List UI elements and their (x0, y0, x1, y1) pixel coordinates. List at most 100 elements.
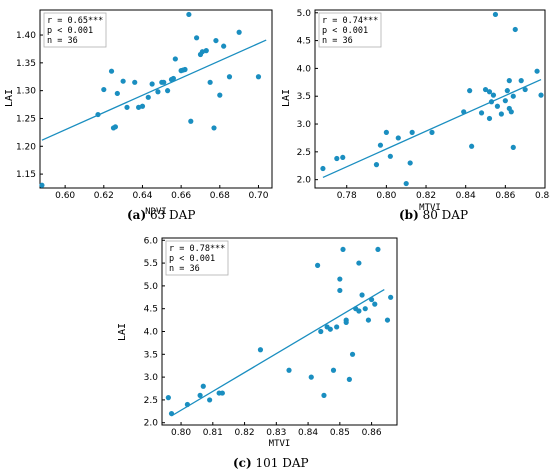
data-point-b (510, 144, 516, 150)
stats-line-a: n = 36 (47, 36, 78, 46)
y-tick-label-b: 4.0 (297, 64, 312, 74)
data-point-b (534, 68, 540, 74)
x-tick-label-c: 0.86 (362, 428, 382, 438)
caption-a-text: 63 DAP (149, 208, 196, 222)
caption-c: (c) 101 DAP (233, 456, 309, 470)
y-tick-label-a: 1.35 (16, 59, 36, 69)
data-point-c (197, 392, 203, 398)
stats-box-a (43, 12, 107, 48)
scatter-plot-c: 0.80 0.81 0.82 0.83 0.84 0.85 0.86 2.0 2.5 3.0 3.5… (117, 236, 398, 449)
y-tick-label-a: 1.25 (16, 114, 36, 124)
data-point-b (486, 115, 493, 122)
x-tick-label-c: 0.85 (330, 428, 350, 438)
y-axis-label-b: LAI (281, 89, 292, 107)
x-tick-label-b: 0.78 (337, 191, 357, 201)
data-point-c (365, 317, 372, 323)
chart-panel-a: 0.60 0.62 0.64 0.66 0.68 0.70 1.15 1.20 1.25 1.30… (0, 0, 275, 237)
data-point-b (403, 180, 409, 187)
data-point-a (170, 75, 176, 82)
x-tick-label-a: 0.60 (55, 191, 75, 201)
data-point-c (349, 351, 356, 357)
data-point-c (362, 306, 368, 312)
data-point-a (132, 79, 138, 85)
data-point-c (375, 246, 381, 253)
y-tick-label-c: 2.5 (144, 396, 158, 406)
data-point-a (95, 111, 101, 118)
y-tick-label-a: 1.15 (16, 170, 36, 180)
y-tick-label-a: 1.40 (16, 31, 36, 41)
data-point-a (155, 89, 161, 95)
x-tick-label-b: 0.88 (535, 191, 550, 201)
x-tick-label-c: 0.82 (235, 428, 255, 438)
stats-line-c: r = 0.78*** (169, 244, 225, 254)
data-point-c (286, 367, 292, 373)
data-point-a (114, 90, 120, 97)
x-tick-label-c: 0.80 (171, 428, 191, 438)
data-point-a (149, 81, 155, 87)
x-tick-label-a: 0.70 (248, 191, 268, 201)
data-point-a (203, 48, 209, 54)
data-point-b (492, 11, 499, 18)
data-point-b (506, 78, 512, 84)
data-point-c (343, 319, 349, 325)
data-point-b (510, 93, 516, 99)
data-point-a (226, 74, 233, 80)
data-point-a (161, 79, 167, 85)
stats-line-b: n = 36 (322, 36, 353, 46)
y-tick-label-c: 5.0 (144, 282, 159, 292)
data-point-b (512, 26, 518, 33)
data-point-a (108, 68, 115, 74)
data-point-c (340, 246, 346, 253)
data-point-b (407, 160, 413, 166)
data-point-a (255, 74, 262, 80)
regression-line-c (171, 288, 385, 417)
data-point-b (494, 103, 501, 109)
data-point-b (461, 109, 467, 115)
x-tick-label-c: 0.81 (203, 428, 223, 438)
data-point-a (145, 94, 151, 100)
x-tick-label-a: 0.68 (210, 191, 230, 201)
data-point-b (340, 154, 346, 161)
x-tick-label-a: 0.66 (171, 191, 191, 201)
data-point-a (139, 103, 146, 109)
data-point-c (372, 301, 378, 307)
data-point-a (172, 56, 178, 62)
y-tick-label-c: 4.5 (144, 305, 158, 315)
chart-panel-b: 0.78 0.80 0.82 0.84 0.86 0.88 2.0 2.5 3.0 3.5 4.0 4… (275, 0, 550, 237)
caption-b-text: 80 DAP (422, 208, 469, 222)
data-point-b (504, 88, 510, 94)
data-point-c (207, 397, 213, 403)
data-point-b (502, 98, 508, 104)
x-tick-label-b: 0.80 (376, 191, 396, 201)
data-point-c (384, 317, 391, 323)
data-point-a (120, 78, 126, 84)
x-tick-label-a: 0.64 (132, 191, 152, 201)
x-tick-label-b: 0.82 (416, 191, 436, 201)
data-point-c (327, 326, 333, 332)
data-point-c (168, 410, 175, 417)
x-axis-label-c: MTVI (269, 439, 291, 449)
caption-a-tag: (a) (127, 208, 147, 222)
data-point-a (188, 118, 194, 124)
data-point-b (538, 92, 544, 98)
stats-box-b (318, 12, 382, 48)
y-tick-label-c: 6.0 (144, 236, 159, 246)
x-tick-label-c: 0.83 (266, 428, 286, 438)
plot-frame-a (39, 9, 273, 189)
data-point-a (207, 79, 213, 85)
data-point-a (39, 182, 45, 188)
data-point-c (257, 347, 264, 353)
y-tick-label-b: 2.0 (297, 176, 312, 186)
data-point-b (486, 89, 493, 95)
data-point-a (112, 124, 118, 130)
data-point-a (213, 37, 219, 44)
data-point-b (488, 99, 495, 105)
data-point-c (321, 392, 327, 398)
data-point-a (194, 35, 200, 41)
y-axis-label-c: LAI (117, 323, 128, 341)
data-point-c (184, 401, 191, 408)
data-point-a (211, 125, 217, 131)
data-point-b (395, 135, 401, 141)
data-point-b (377, 142, 384, 148)
data-point-c (337, 287, 343, 294)
